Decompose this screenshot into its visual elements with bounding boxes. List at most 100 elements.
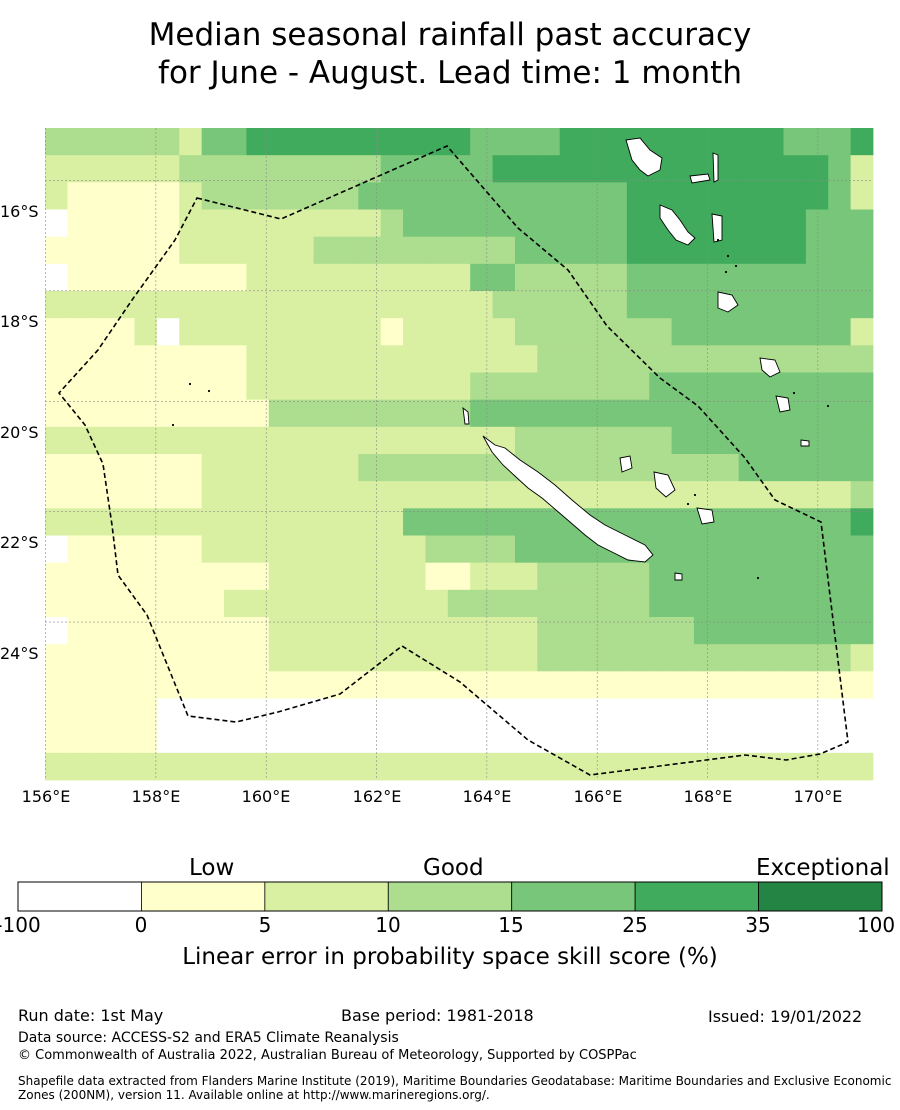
- skill-cell: [89, 263, 113, 292]
- skill-cell: [559, 644, 583, 672]
- skill-cell: [626, 318, 650, 346]
- skill-cell: [313, 318, 337, 346]
- skill-cell: [45, 589, 68, 618]
- skill-cell: [112, 725, 135, 754]
- skill-cell: [224, 209, 247, 238]
- skill-cell: [604, 725, 628, 754]
- skill-cell: [358, 318, 382, 346]
- skill-cell: [604, 481, 628, 509]
- skill-cell: [783, 263, 807, 292]
- skill-cell: [537, 182, 561, 210]
- skill-cell: [156, 345, 180, 373]
- skill-cell: [850, 182, 874, 210]
- skill-cell: [604, 617, 628, 645]
- skill-cell: [828, 508, 852, 536]
- colorbar-tick: 100: [856, 913, 896, 937]
- skill-cell: [246, 426, 270, 455]
- skill-cell: [805, 399, 829, 428]
- skill-cell: [805, 589, 829, 618]
- skill-cell: [112, 318, 135, 346]
- skill-cell: [358, 155, 382, 183]
- skill-cell: [89, 481, 113, 509]
- skill-cell: [828, 155, 852, 183]
- skill-cell: [514, 318, 538, 346]
- skill-cell: [514, 508, 538, 536]
- skill-cell: [179, 481, 203, 509]
- skill-cell: [67, 454, 91, 482]
- skill-cell: [45, 644, 68, 672]
- skill-cell: [805, 426, 829, 455]
- skill-cell: [850, 617, 874, 645]
- skill-cell: [89, 182, 113, 210]
- skill-cell: [224, 426, 247, 455]
- skill-cell: [649, 562, 672, 591]
- skill-cell: [358, 263, 382, 292]
- skill-cell: [693, 535, 717, 564]
- skill-cell: [358, 481, 382, 509]
- skill-cell: [45, 535, 68, 564]
- skill-cell: [582, 128, 605, 156]
- skill-cell: [224, 752, 247, 781]
- skill-cell: [626, 617, 650, 645]
- colorbar-tick: 25: [622, 913, 648, 937]
- skill-cell: [89, 236, 113, 265]
- skill-cell: [514, 263, 538, 292]
- skill-cell: [246, 725, 270, 754]
- skill-cell: [403, 399, 426, 428]
- skill-cell: [425, 508, 449, 536]
- skill-cell: [626, 209, 650, 238]
- skill-cell: [380, 291, 404, 319]
- skill-cell: [559, 562, 583, 591]
- colorbar-tick: -100: [0, 913, 41, 937]
- skill-cell: [537, 263, 561, 292]
- skill-cell: [335, 345, 359, 373]
- skill-cell: [447, 291, 471, 319]
- islet: [726, 254, 730, 258]
- skill-cell: [291, 644, 314, 672]
- skill-cell: [626, 372, 650, 401]
- skill-cell: [582, 617, 605, 645]
- skill-cell: [179, 318, 203, 346]
- skill-cell: [358, 671, 382, 699]
- skill-cell: [425, 481, 449, 509]
- skill-cell: [156, 752, 180, 781]
- skill-cell: [514, 562, 538, 591]
- skill-cell: [470, 589, 493, 618]
- skill-cell: [514, 128, 538, 156]
- skill-cell: [89, 671, 113, 699]
- skill-cell: [805, 318, 829, 346]
- skill-cell: [828, 617, 852, 645]
- skill-cell: [514, 671, 538, 699]
- skill-cell: [514, 399, 538, 428]
- skill-cell: [559, 345, 583, 373]
- skill-cell: [783, 209, 807, 238]
- skill-cell: [604, 263, 628, 292]
- skill-cell: [671, 617, 695, 645]
- skill-cell: [358, 698, 382, 727]
- skill-cell: [291, 508, 314, 536]
- skill-cell: [470, 291, 493, 319]
- skill-cell: [693, 291, 717, 319]
- skill-cell: [134, 644, 158, 672]
- skill-cell: [246, 318, 270, 346]
- skill-cell: [716, 372, 740, 401]
- skill-cell: [134, 263, 158, 292]
- skill-cell: [850, 752, 874, 781]
- skill-cell: [313, 182, 337, 210]
- skill-cell: [313, 481, 337, 509]
- skill-cell: [246, 372, 270, 401]
- skill-cell: [447, 562, 471, 591]
- skill-cell: [403, 535, 426, 564]
- skill-cell: [112, 155, 135, 183]
- skill-cell: [201, 671, 225, 699]
- skill-cell: [693, 481, 717, 509]
- skill-cell: [492, 128, 516, 156]
- skill-cell: [358, 372, 382, 401]
- skill-cell: [67, 128, 91, 156]
- skill-cell: [850, 562, 874, 591]
- shapefile-credit-line1: Shapefile data extracted from Flanders M…: [18, 1074, 892, 1088]
- skill-cell: [112, 426, 135, 455]
- skill-cell: [380, 481, 404, 509]
- skill-cell: [492, 291, 516, 319]
- skill-cell: [291, 535, 314, 564]
